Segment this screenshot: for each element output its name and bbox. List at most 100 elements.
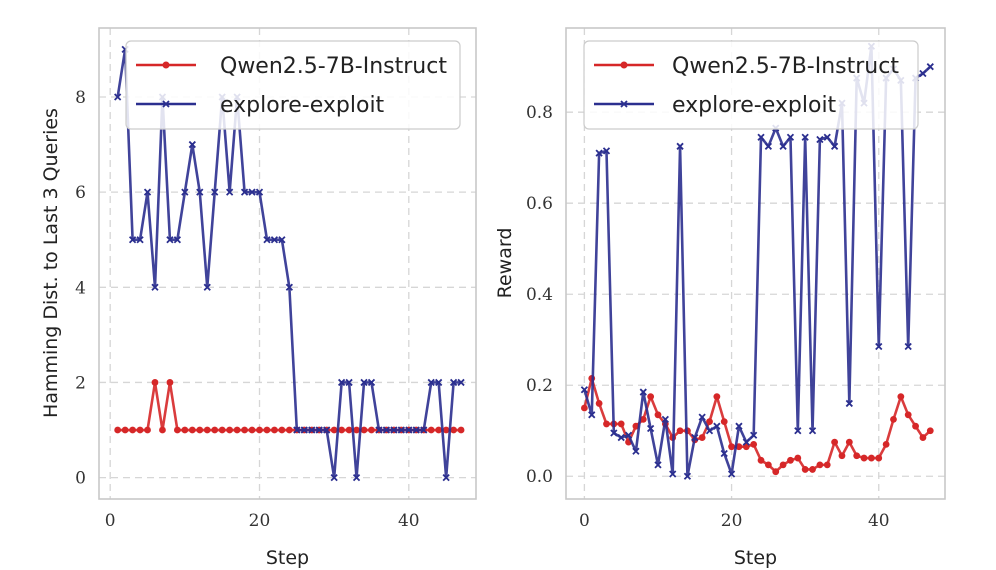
right-legend-qwen-marker [620, 61, 628, 69]
right-chart-x-label: Step [734, 547, 777, 569]
right-explore-point [727, 470, 736, 478]
right-qwen-point [912, 422, 919, 430]
right-explore-point [602, 147, 611, 155]
left-qwen-point [151, 379, 159, 386]
left-qwen-point [196, 426, 204, 434]
right-qwen-point [794, 454, 802, 462]
right-qwen-point [764, 461, 772, 469]
left-qwen-point [226, 426, 234, 434]
right-x-tick-label: 40 [868, 511, 890, 531]
left-y-tick-label: 8 [75, 88, 86, 108]
right-explore-point [691, 433, 699, 442]
right-qwen-point [919, 434, 927, 441]
right-qwen-point [823, 461, 831, 469]
left-qwen-point [256, 426, 263, 434]
right-explore-point [845, 399, 853, 408]
left-qwen-point [278, 426, 286, 434]
right-y-tick-label: 0.8 [526, 103, 553, 123]
right-qwen-point [698, 434, 706, 441]
left-qwen-point [166, 379, 174, 386]
right-explore-point [610, 429, 618, 437]
left-explore-point [442, 473, 450, 482]
left-y-tick-label: 2 [75, 373, 86, 393]
right-explore-point [639, 388, 647, 396]
left-explore-point [405, 426, 413, 434]
left-explore-point [293, 426, 301, 434]
left-qwen-point [263, 426, 271, 434]
right-chart-y-ticks: 0.0 0.2 0.4 0.6 0.8 [526, 103, 553, 487]
left-explore-point [196, 188, 204, 196]
right-explore-point [661, 415, 669, 423]
left-explore-point [308, 426, 316, 434]
right-explore-point [669, 470, 677, 478]
left-explore-point [397, 426, 405, 434]
left-y-tick-label: 0 [75, 469, 86, 489]
right-explore-point [588, 411, 596, 419]
right-explore-point [926, 63, 934, 71]
right-legend-qwen-label: Qwen2.5-7B-Instruct [672, 54, 899, 79]
left-qwen-point [248, 426, 256, 434]
right-qwen-point [728, 443, 735, 451]
right-explore-point [595, 149, 603, 157]
left-qwen-point [159, 426, 166, 434]
right-explore-point [676, 142, 684, 150]
left-chart-x-label: Step [266, 547, 309, 569]
left-explore-point [345, 378, 353, 387]
right-legend-explore-label: explore-exploit [672, 93, 837, 118]
left-chart-x-ticks: 0 20 40 [105, 511, 420, 531]
left-explore-point [136, 236, 144, 244]
left-x-tick-label: 20 [249, 511, 271, 531]
right-qwen-point [713, 393, 721, 401]
right-qwen-point [639, 415, 647, 423]
left-explore-point [270, 236, 279, 244]
right-qwen-point [860, 454, 868, 462]
left-explore-point [188, 140, 196, 149]
left-qwen-point [368, 426, 375, 434]
left-y-tick-label: 6 [75, 183, 86, 203]
left-qwen-point [338, 426, 346, 434]
left-explore-point [211, 188, 219, 196]
right-qwen-point [838, 452, 846, 460]
right-qwen-point [868, 454, 875, 462]
right-qwen-point [801, 466, 809, 473]
left-qwen-point [427, 426, 435, 434]
right-explore-point [646, 424, 655, 433]
left-explore-point [390, 426, 398, 434]
right-qwen-point [772, 468, 780, 476]
right-qwen-point [904, 411, 912, 419]
right-qwen-point [809, 466, 816, 473]
right-qwen-point [580, 404, 588, 412]
right-explore-point [617, 433, 625, 442]
right-y-tick-label: 0.2 [526, 376, 553, 396]
right-qwen-point [875, 454, 883, 462]
left-explore-point [173, 236, 182, 244]
left-explore-point [248, 188, 256, 196]
right-qwen-point [720, 418, 728, 426]
left-explore-point [435, 378, 443, 387]
left-explore-point [375, 426, 383, 434]
right-qwen-point [603, 420, 610, 428]
right-explore-point [705, 427, 714, 435]
left-explore-point [420, 426, 428, 434]
left-qwen-point [144, 426, 151, 434]
left-explore-point [240, 188, 249, 196]
right-explore-point [823, 133, 831, 141]
right-qwen-point [853, 452, 861, 460]
left-chart-y-label: Hamming Dist. to Last 3 Queries [40, 108, 62, 418]
left-explore-point [427, 378, 435, 387]
right-explore-point [624, 431, 633, 439]
right-y-tick-label: 0.4 [526, 285, 553, 305]
left-qwen-series-line [117, 381, 462, 432]
right-y-tick-label: 0.6 [526, 194, 553, 214]
left-qwen-point [450, 426, 458, 434]
left-chart-panel: 0 20 40 0 2 4 6 8 Step Hamming Dist. to Last 3… [40, 27, 477, 569]
right-explore-point [875, 342, 883, 351]
left-qwen-point [360, 426, 368, 434]
right-explore-point [654, 461, 662, 469]
left-explore-point [300, 426, 308, 434]
right-explore-point [786, 133, 795, 141]
left-x-tick-label: 40 [398, 511, 420, 531]
right-legend-explore-marker [620, 100, 628, 108]
right-qwen-point [897, 393, 905, 401]
left-explore-point [360, 378, 368, 387]
